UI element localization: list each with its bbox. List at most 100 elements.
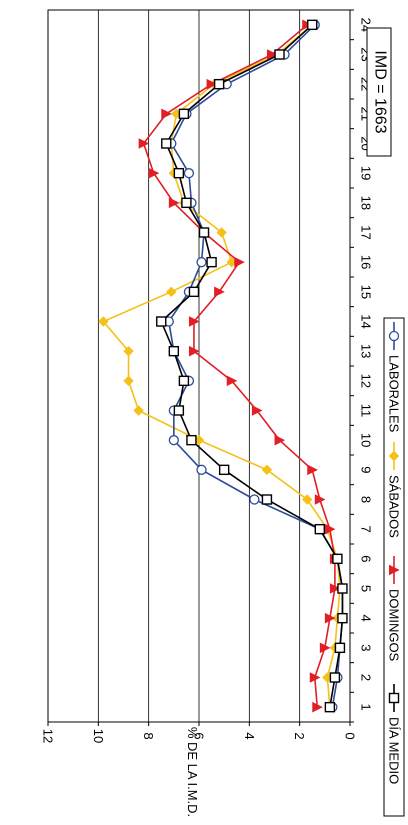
data-point bbox=[226, 375, 238, 387]
data-point bbox=[186, 434, 197, 446]
grid-lines bbox=[97, 10, 301, 722]
data-point bbox=[309, 672, 321, 683]
data-point bbox=[188, 316, 200, 327]
legend-marker bbox=[388, 330, 400, 342]
data-point bbox=[329, 583, 341, 594]
legend-marker bbox=[389, 564, 400, 576]
data-point bbox=[314, 523, 325, 535]
data-point bbox=[332, 553, 343, 565]
data-point bbox=[249, 494, 260, 505]
legend-label: LABORALES bbox=[387, 355, 402, 433]
data-point bbox=[319, 642, 331, 654]
data-point bbox=[302, 494, 313, 505]
data-point bbox=[138, 138, 150, 149]
legend-label: DOMINGOS bbox=[387, 589, 402, 662]
data-point bbox=[274, 49, 285, 60]
data-point bbox=[168, 435, 179, 446]
y-axis-ticks: 0 2 4 6 8 10 12 bbox=[41, 722, 358, 743]
legend-label: DÍA MEDIO bbox=[387, 717, 402, 784]
y-tick-label: 6 bbox=[192, 732, 207, 739]
data-point bbox=[324, 523, 336, 535]
legend-marker bbox=[388, 692, 400, 704]
data-point bbox=[218, 464, 230, 476]
data-point bbox=[181, 197, 192, 209]
data-point bbox=[274, 434, 286, 446]
x-tick-label: 4 bbox=[359, 615, 374, 622]
x-tick-label: 15 bbox=[359, 285, 374, 299]
legend-label: SÁBADOS bbox=[387, 475, 402, 538]
x-tick-label: 12 bbox=[359, 374, 374, 388]
data-point bbox=[193, 434, 205, 446]
data-point bbox=[188, 345, 200, 357]
x-tick-label: 10 bbox=[359, 433, 374, 447]
data-point bbox=[324, 612, 336, 624]
data-point bbox=[173, 405, 185, 416]
y-axis-title: % DE LA I.M.D. bbox=[185, 727, 200, 817]
series-group bbox=[98, 19, 348, 713]
data-point bbox=[206, 256, 217, 268]
x-tick-label: 11 bbox=[359, 404, 374, 418]
data-point bbox=[307, 19, 318, 31]
x-tick-label: 3 bbox=[359, 644, 374, 651]
x-tick-label: 7 bbox=[359, 526, 374, 533]
data-point bbox=[178, 375, 190, 387]
x-tick-label: 19 bbox=[359, 166, 374, 180]
y-tick-label: 2 bbox=[292, 732, 307, 739]
x-tick-label: 17 bbox=[359, 225, 374, 239]
data-point bbox=[307, 464, 318, 476]
legend-marker bbox=[388, 450, 400, 462]
x-tick-label: 8 bbox=[359, 496, 374, 503]
data-point bbox=[148, 167, 160, 179]
series-domingos bbox=[138, 19, 341, 713]
x-tick-label: 6 bbox=[359, 555, 374, 562]
data-point bbox=[168, 345, 180, 357]
data-point bbox=[251, 405, 263, 416]
x-tick-label: 18 bbox=[359, 196, 374, 210]
data-point bbox=[261, 464, 273, 476]
x-tick-label: 5 bbox=[359, 585, 374, 592]
data-point bbox=[216, 227, 227, 238]
y-tick-label: 12 bbox=[41, 729, 56, 743]
series-d-a-medio bbox=[156, 19, 348, 713]
data-point bbox=[234, 256, 245, 268]
data-point bbox=[337, 612, 348, 624]
x-tick-label: 1 bbox=[359, 704, 374, 711]
data-point bbox=[198, 227, 210, 238]
x-tick-label: 13 bbox=[359, 344, 374, 358]
data-point bbox=[214, 286, 225, 298]
series-line bbox=[142, 24, 336, 708]
data-point bbox=[213, 78, 225, 90]
data-point bbox=[206, 78, 218, 90]
y-tick-label: 0 bbox=[343, 732, 358, 739]
data-point bbox=[156, 316, 167, 327]
data-point bbox=[337, 583, 348, 594]
data-point bbox=[178, 108, 190, 120]
x-tick-label: 14 bbox=[359, 314, 374, 328]
data-point bbox=[312, 701, 323, 713]
imd-annotation: IMD = 1663 bbox=[366, 27, 392, 157]
data-point bbox=[261, 494, 273, 505]
data-point bbox=[168, 197, 180, 209]
data-point bbox=[183, 168, 195, 179]
data-point bbox=[266, 49, 278, 60]
data-point bbox=[123, 375, 134, 387]
data-point bbox=[188, 286, 200, 298]
data-point bbox=[334, 642, 346, 654]
data-point bbox=[196, 257, 207, 268]
data-point bbox=[166, 286, 177, 298]
data-point bbox=[161, 138, 172, 149]
data-point bbox=[161, 108, 172, 120]
data-point bbox=[314, 494, 326, 505]
y-tick-label: 8 bbox=[141, 732, 156, 739]
data-point bbox=[196, 464, 207, 475]
legend: LABORALES SÁBADOS DOMINGOS DÍA MEDIO bbox=[383, 317, 405, 817]
data-point bbox=[133, 405, 144, 416]
data-point bbox=[98, 316, 109, 327]
y-tick-label: 4 bbox=[242, 732, 257, 739]
data-point bbox=[329, 672, 341, 683]
data-point bbox=[324, 701, 336, 713]
y-tick-label: 10 bbox=[91, 729, 106, 743]
x-tick-label: 16 bbox=[359, 255, 374, 269]
x-tick-label: 2 bbox=[359, 674, 374, 681]
